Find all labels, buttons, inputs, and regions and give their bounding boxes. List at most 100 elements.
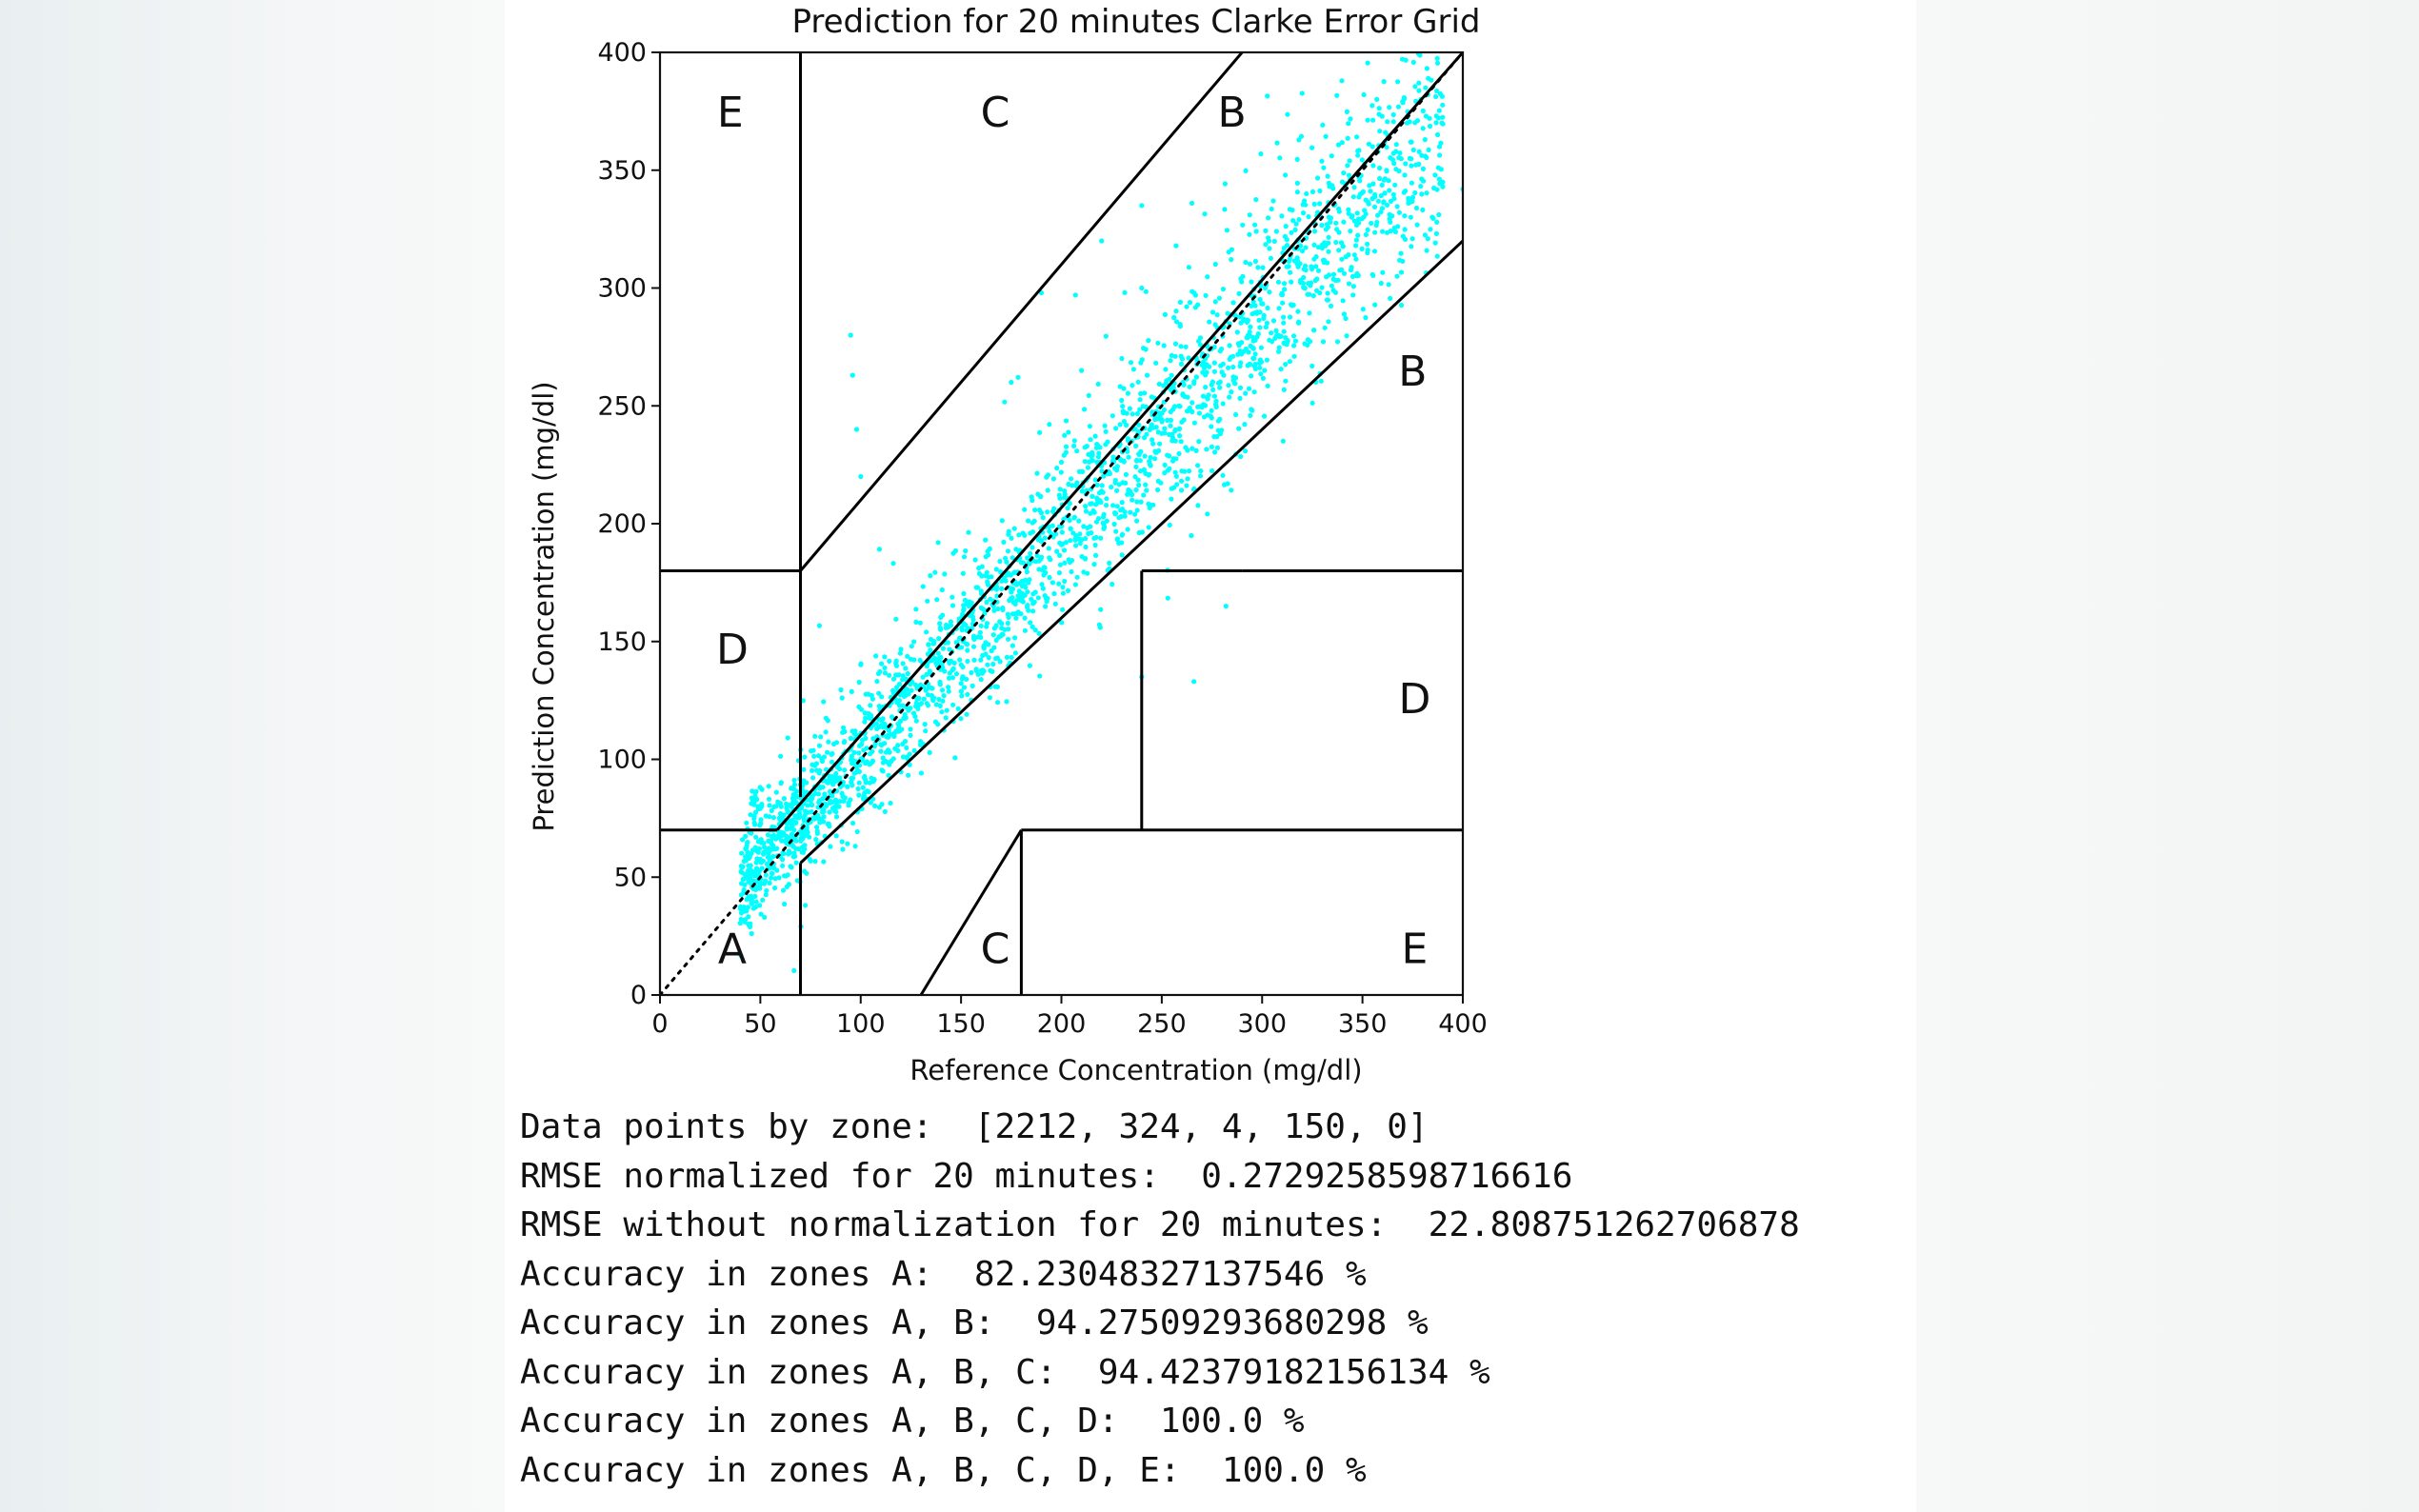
data-point-131 — [1377, 129, 1383, 134]
data-point-554 — [1283, 224, 1289, 229]
data-point-698 — [995, 606, 1001, 612]
data-point-2436 — [1338, 240, 1345, 246]
data-point-965 — [1004, 699, 1010, 705]
data-point-342 — [961, 685, 968, 690]
data-point-1687 — [1136, 451, 1142, 457]
data-point-1998 — [747, 875, 753, 881]
data-point-1149 — [780, 887, 787, 893]
data-point-352 — [743, 833, 749, 840]
zone-labels: E C B B D D A C E — [716, 89, 1430, 974]
data-point-841 — [1056, 570, 1062, 576]
data-point-390 — [1162, 426, 1168, 431]
data-point-2509 — [771, 804, 777, 810]
data-point-874 — [1137, 407, 1143, 412]
data-point-408 — [1057, 487, 1063, 492]
data-point-2491 — [827, 773, 832, 779]
data-point-1036 — [1162, 311, 1168, 317]
data-point-797 — [753, 899, 759, 905]
data-point-899 — [760, 897, 766, 903]
data-point-2178 — [1013, 547, 1019, 552]
data-point-294 — [1184, 304, 1190, 309]
data-point-1040 — [1371, 249, 1378, 254]
data-point-1010 — [1214, 312, 1220, 318]
data-point-1290 — [1369, 103, 1375, 109]
data-point-986 — [1366, 201, 1371, 207]
data-point-2157 — [778, 829, 784, 835]
data-point-1026 — [1209, 408, 1214, 413]
data-point-2426 — [1116, 540, 1122, 547]
data-point-2463 — [1026, 518, 1031, 524]
data-point-1636 — [1297, 279, 1304, 286]
data-point-1632 — [961, 590, 967, 597]
data-point-2251 — [1122, 289, 1128, 295]
data-point-2488 — [1344, 109, 1349, 114]
data-point-1415 — [1057, 562, 1063, 567]
data-point-1883 — [916, 695, 922, 702]
data-point-193 — [1378, 209, 1384, 215]
data-point-1016 — [973, 666, 979, 672]
data-point-1713 — [1068, 526, 1073, 532]
data-point-2280 — [850, 820, 856, 826]
data-point-1150 — [1069, 476, 1074, 482]
data-point-1779 — [1266, 238, 1272, 244]
data-point-23 — [1292, 338, 1298, 344]
data-point-2544 — [757, 823, 763, 828]
data-point-1600 — [1209, 424, 1214, 429]
data-point-1943 — [990, 632, 996, 638]
data-point-2541 — [791, 786, 797, 792]
data-point-1234 — [1249, 279, 1254, 285]
data-point-208 — [994, 593, 1000, 599]
zone-line-5 — [799, 239, 1463, 865]
data-point-1756 — [768, 857, 773, 863]
data-point-2257 — [778, 753, 784, 759]
data-point-658 — [1409, 163, 1414, 169]
data-point-2456 — [1062, 432, 1068, 438]
identity-dotted-line — [660, 52, 1463, 995]
data-point-1362 — [997, 558, 1003, 565]
data-point-1313 — [1066, 429, 1071, 435]
data-point-1031 — [1388, 198, 1393, 204]
data-point-146 — [1390, 119, 1396, 125]
data-point-2409 — [1173, 308, 1179, 314]
data-point-2222 — [845, 841, 850, 846]
data-point-684 — [856, 679, 862, 686]
data-point-1059 — [1112, 480, 1118, 486]
data-point-2234 — [1161, 407, 1167, 413]
data-point-2226 — [952, 547, 958, 554]
data-point-1945 — [746, 879, 751, 885]
data-point-1639 — [1326, 240, 1331, 246]
data-point-1625 — [1239, 340, 1245, 346]
data-point-1692 — [1266, 215, 1271, 221]
data-point-1833 — [1356, 148, 1362, 153]
data-point-1606 — [1168, 408, 1173, 415]
data-point-2379 — [961, 603, 967, 608]
data-point-1716 — [1284, 342, 1289, 348]
data-point-2254 — [1117, 422, 1123, 428]
data-point-1795 — [1281, 314, 1287, 320]
data-point-2349 — [1095, 381, 1101, 387]
data-point-2215 — [1247, 231, 1252, 237]
data-point-2122 — [1320, 122, 1326, 128]
data-point-1976 — [1423, 85, 1429, 90]
data-point-2032 — [895, 743, 901, 748]
data-point-346 — [1099, 483, 1105, 488]
data-point-1824 — [1284, 264, 1289, 269]
data-point-2560 — [777, 801, 783, 806]
data-point-1342 — [1365, 241, 1370, 247]
data-point-2476 — [1261, 413, 1268, 419]
data-point-1825 — [1354, 134, 1360, 140]
data-point-1576 — [1393, 167, 1399, 172]
data-point-2 — [934, 597, 940, 603]
data-point-2367 — [1007, 598, 1012, 604]
zone-label-0: E — [717, 89, 744, 137]
data-point-441 — [1367, 183, 1372, 189]
data-point-1116 — [755, 849, 761, 855]
data-point-2319 — [999, 626, 1005, 631]
data-point-810 — [1392, 229, 1398, 235]
data-point-1498 — [1193, 448, 1199, 453]
data-point-2498 — [1074, 448, 1080, 454]
data-point-620 — [1344, 333, 1349, 339]
data-point-1108 — [1063, 449, 1069, 455]
output-line-accuracy-ab: Accuracy in zones A, B: 94.2750929368029… — [520, 1303, 1429, 1343]
data-point-2431 — [960, 664, 966, 670]
